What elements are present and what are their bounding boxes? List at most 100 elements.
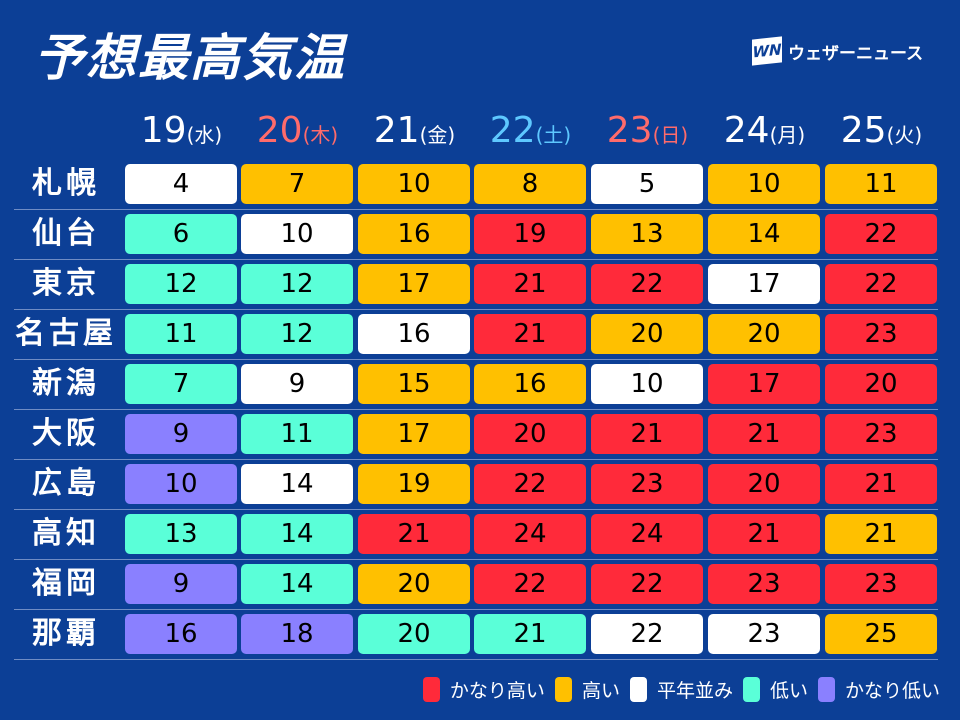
table-row: 福岡 9 14 20 22 22 23 23: [14, 564, 938, 614]
day-weekday: (火): [886, 123, 923, 147]
legend-label: 高い: [581, 680, 620, 702]
temperature-cell: 12: [241, 264, 353, 304]
temperature-cell: 7: [241, 164, 353, 204]
temperature-cell: 22: [825, 264, 937, 304]
temperature-cell: 22: [825, 214, 937, 254]
day-date: 19: [140, 110, 187, 151]
temperature-cell: 14: [241, 564, 353, 604]
temperature-cell: 20: [591, 314, 703, 354]
legend-item: 平年並み: [629, 676, 733, 703]
temperature-cell: 21: [708, 514, 820, 554]
temperature-cell: 17: [708, 264, 820, 304]
legend-swatch: [629, 677, 647, 702]
temperature-cell: 20: [708, 314, 820, 354]
legend-swatch: [554, 677, 572, 702]
temperature-cell: 21: [825, 514, 937, 554]
logo-mark: WN: [752, 36, 782, 66]
temperature-cell: 9: [241, 364, 353, 404]
temperature-cell: 14: [708, 214, 820, 254]
temperature-cell: 13: [591, 214, 703, 254]
temperature-cell: 17: [358, 414, 470, 454]
day-weekday: (木): [302, 123, 339, 147]
temperature-cell: 10: [125, 464, 237, 504]
legend-item: 高い: [554, 676, 620, 703]
temperature-cell: 8: [474, 164, 586, 204]
legend-swatch: [742, 677, 760, 702]
temperature-cell: 20: [358, 564, 470, 604]
table-row: 仙台 6 10 16 19 13 14 22: [14, 214, 938, 264]
city-label: 仙台: [32, 216, 100, 251]
temperature-cell: 21: [474, 614, 586, 654]
logo-text: ウェザーニュース: [788, 43, 924, 64]
temperature-cell: 20: [358, 614, 470, 654]
temperature-cell: 23: [825, 414, 937, 454]
city-label: 新潟: [32, 366, 100, 401]
temperature-cell: 12: [125, 264, 237, 304]
temperature-cell: 10: [241, 214, 353, 254]
temperature-cell: 22: [474, 564, 586, 604]
city-label: 那覇: [32, 616, 100, 651]
temperature-cell: 6: [125, 214, 237, 254]
temperature-cell: 16: [125, 614, 237, 654]
legend-item: かなり高い: [422, 676, 545, 703]
temperature-cell: 21: [358, 514, 470, 554]
legend-label: かなり低い: [844, 680, 940, 702]
temperature-cell: 14: [241, 514, 353, 554]
table-row: 札幌 4 7 10 8 5 10 11: [14, 164, 938, 214]
legend-label: 平年並み: [656, 680, 733, 702]
temperature-cell: 16: [358, 214, 470, 254]
day-weekday: (土): [535, 123, 572, 147]
temperature-cell: 23: [825, 564, 937, 604]
temperature-cell: 13: [125, 514, 237, 554]
temperature-cell: 9: [125, 564, 237, 604]
legend-label: 低い: [769, 680, 808, 702]
temperature-cell: 12: [241, 314, 353, 354]
temperature-cell: 22: [591, 614, 703, 654]
temperature-cell: 21: [825, 464, 937, 504]
legend-label: かなり高い: [449, 680, 545, 702]
table-row: 新潟 7 9 15 16 10 17 20: [14, 364, 938, 414]
day-header-22: 22(土): [472, 110, 589, 151]
city-label: 札幌: [32, 166, 100, 201]
temperature-cell: 22: [474, 464, 586, 504]
temperature-cell: 19: [474, 214, 586, 254]
temperature-cell: 24: [474, 514, 586, 554]
temperature-cell: 18: [241, 614, 353, 654]
temperature-cell: 20: [825, 364, 937, 404]
table-row: 大阪 9 11 17 20 21 21 23: [14, 414, 938, 464]
city-label: 大阪: [32, 416, 100, 451]
temperature-cell: 17: [708, 364, 820, 404]
city-label: 広島: [32, 466, 100, 501]
temperature-cell: 16: [358, 314, 470, 354]
day-date: 21: [373, 110, 420, 151]
weathernews-logo: WN ウェザーニュース: [752, 36, 924, 66]
temperature-cell: 21: [474, 314, 586, 354]
legend-swatch: [422, 677, 440, 702]
day-date: 20: [256, 110, 303, 151]
page-title: 予想最高気温: [34, 29, 346, 87]
temperature-cell: 21: [708, 414, 820, 454]
temperature-cell: 22: [591, 264, 703, 304]
temperature-cell: 22: [591, 564, 703, 604]
temperature-cell: 7: [125, 364, 237, 404]
city-label: 福岡: [32, 566, 100, 601]
temperature-cell: 24: [591, 514, 703, 554]
city-label: 名古屋: [15, 316, 117, 351]
temperature-cell: 5: [591, 164, 703, 204]
day-header-23: 23(日): [589, 110, 706, 151]
day-date: 24: [723, 110, 770, 151]
table-row: 那覇 16 18 20 21 22 23 25: [14, 614, 938, 664]
temperature-cell: 4: [125, 164, 237, 204]
temperature-cell: 20: [708, 464, 820, 504]
day-date: 23: [606, 110, 653, 151]
day-weekday: (水): [186, 123, 223, 147]
day-header-20: 20(木): [239, 110, 356, 151]
legend-item: かなり低い: [817, 676, 940, 703]
temperature-cell: 11: [125, 314, 237, 354]
day-weekday: (月): [769, 123, 806, 147]
legend-item: 低い: [742, 676, 808, 703]
temperature-cell: 9: [125, 414, 237, 454]
table-row: 東京 12 12 17 21 22 17 22: [14, 264, 938, 314]
table-row: 名古屋 11 12 16 21 20 20 23: [14, 314, 938, 364]
temperature-cell: 23: [708, 564, 820, 604]
